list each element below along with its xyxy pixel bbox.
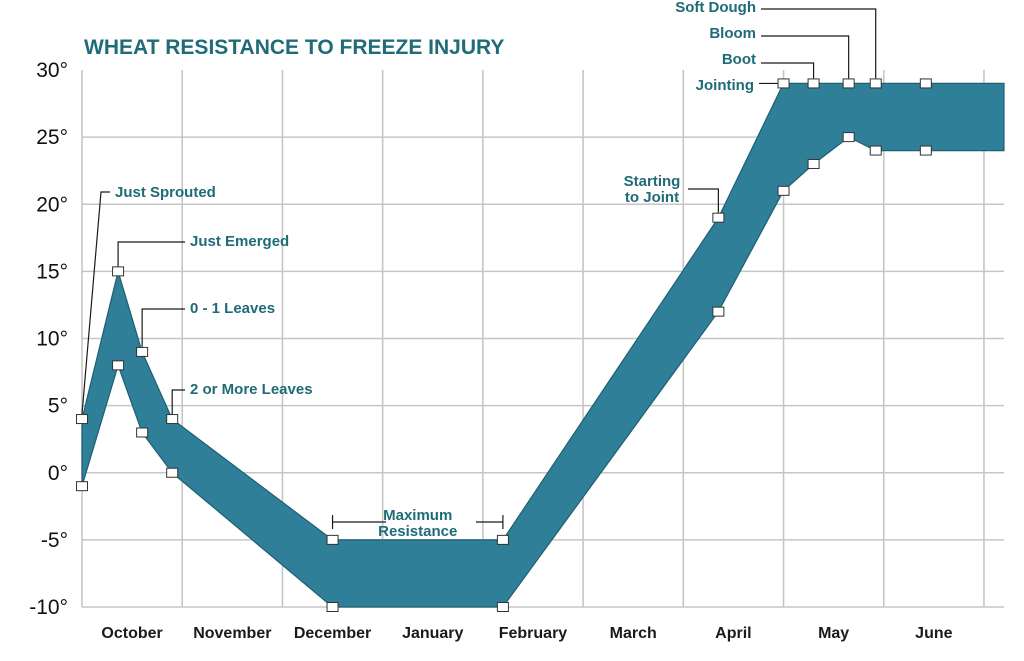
data-marker-3 bbox=[112, 360, 125, 371]
x-tick-label-5: March bbox=[610, 625, 657, 642]
y-tick-label-0: -10° bbox=[29, 596, 68, 619]
data-marker-17 bbox=[807, 158, 820, 169]
leader-0-1-leaves bbox=[141, 308, 185, 347]
annotation-maximum-resistance: Maximum Resistance bbox=[378, 507, 457, 540]
resistance-band-area bbox=[81, 82, 1005, 608]
y-tick-label-7: 25° bbox=[36, 126, 68, 149]
y-tick-label-3: 5° bbox=[48, 395, 68, 418]
data-marker-16 bbox=[807, 78, 820, 89]
data-markers bbox=[76, 78, 932, 612]
data-marker-12 bbox=[712, 212, 725, 223]
data-marker-11 bbox=[496, 602, 509, 612]
leader-boot bbox=[761, 62, 815, 79]
y-tick-label-1: -5° bbox=[41, 529, 68, 552]
x-tick-label-0: October bbox=[101, 625, 162, 642]
data-marker-13 bbox=[712, 306, 725, 317]
leader-soft-dough bbox=[761, 8, 877, 79]
annotation-leaders bbox=[81, 8, 877, 529]
x-tick-label-2: December bbox=[294, 625, 371, 642]
annotation-starting-to-joint: Starting to Joint bbox=[624, 173, 681, 206]
y-tick-label-4: 10° bbox=[36, 328, 68, 351]
x-tick-label-6: April bbox=[715, 625, 751, 642]
x-tick-label-8: June bbox=[915, 625, 952, 642]
chart-title: WHEAT RESISTANCE TO FREEZE INJURY bbox=[84, 36, 504, 59]
data-marker-21 bbox=[869, 145, 882, 156]
data-marker-14 bbox=[777, 78, 790, 89]
data-marker-20 bbox=[869, 78, 882, 89]
annotation-boot: Boot bbox=[722, 51, 756, 68]
y-tick-label-8: 30° bbox=[36, 59, 68, 82]
data-marker-15 bbox=[777, 185, 790, 196]
leader-2-or-more-leaves bbox=[171, 389, 185, 415]
data-marker-5 bbox=[136, 427, 149, 438]
leader-just-emerged bbox=[117, 241, 185, 267]
x-tick-label-1: November bbox=[193, 625, 271, 642]
data-marker-2 bbox=[112, 266, 125, 277]
annotation-just-sprouted: Just Sprouted bbox=[115, 184, 216, 201]
x-tick-label-7: May bbox=[818, 625, 849, 642]
data-marker-1 bbox=[76, 481, 88, 492]
annotation-0-1-leaves: 0 - 1 Leaves bbox=[190, 300, 275, 317]
data-marker-19 bbox=[842, 132, 855, 143]
x-axis-ticks: October November December January February Ma… bbox=[101, 625, 952, 642]
annotations: Just Sprouted Just Emerged 0 - 1 Leaves 2 o… bbox=[115, 0, 756, 540]
leader-bloom bbox=[761, 35, 850, 79]
y-tick-label-2: 0° bbox=[48, 462, 68, 485]
resistance-band bbox=[81, 82, 1005, 608]
data-marker-6 bbox=[166, 414, 179, 425]
x-tick-label-3: January bbox=[402, 625, 463, 642]
grid bbox=[81, 70, 1004, 608]
annotation-bloom: Bloom bbox=[709, 25, 756, 42]
data-marker-18 bbox=[842, 78, 855, 89]
annotation-just-emerged: Just Emerged bbox=[190, 233, 289, 250]
data-marker-7 bbox=[166, 467, 179, 478]
data-marker-8 bbox=[326, 534, 339, 545]
data-marker-0 bbox=[76, 414, 88, 425]
data-marker-9 bbox=[326, 602, 339, 612]
data-marker-10 bbox=[496, 534, 509, 545]
y-tick-label-5: 15° bbox=[36, 260, 68, 283]
data-marker-23 bbox=[919, 145, 932, 156]
data-marker-4 bbox=[136, 346, 149, 357]
annotation-jointing: Jointing bbox=[696, 77, 754, 94]
y-axis-ticks: -10° -5° 0° 5° 10° 15° 20° 25° 30° bbox=[29, 59, 68, 619]
leader-just-sprouted bbox=[81, 191, 110, 415]
data-marker-22 bbox=[919, 78, 932, 89]
annotation-2-or-more-leaves: 2 or More Leaves bbox=[190, 381, 313, 398]
x-tick-label-4: February bbox=[499, 625, 568, 642]
annotation-soft-dough: Soft Dough bbox=[675, 0, 756, 16]
leader-starting-to-joint bbox=[688, 188, 719, 213]
y-tick-label-6: 20° bbox=[36, 193, 68, 216]
